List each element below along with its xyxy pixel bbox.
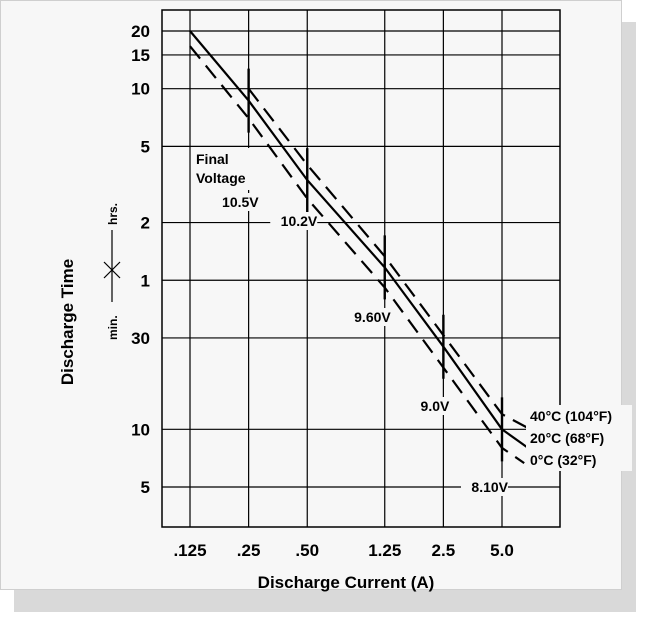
x-tick-label: 1.25 <box>368 541 401 560</box>
chart-panel <box>0 0 622 590</box>
voltage-markers: 10.5V 10.2V 9.60V 9.0V 8.10V Final Voltage <box>193 68 509 496</box>
x-tick-label: .50 <box>295 541 319 560</box>
grid <box>162 10 560 527</box>
y-tick-label: 20 <box>131 22 150 41</box>
voltage-marker-label: 8.10V <box>471 479 508 495</box>
x-tick-label: .25 <box>237 541 261 560</box>
plot-frame <box>161 9 561 528</box>
voltage-marker-label: 10.5V <box>222 194 259 210</box>
x-tick-label: .125 <box>173 541 206 560</box>
y-tick-label: 5 <box>141 478 150 497</box>
x-axis-title: Discharge Current (A) <box>258 573 435 592</box>
x-tick-label: 2.5 <box>432 541 456 560</box>
y-tick-labels: 5 10 30 1 2 5 10 15 20 <box>131 22 150 497</box>
voltage-marker-label: 10.2V <box>281 213 318 229</box>
final-voltage-title-line: Final <box>196 151 229 167</box>
unit-label-hrs: hrs. <box>106 203 120 225</box>
x-tick-label: 5.0 <box>490 541 514 560</box>
unit-label-min: min. <box>106 315 120 340</box>
legend: 40°C (104°F) 20°C (68°F) 0°C (32°F) <box>526 405 632 471</box>
y-tick-label: 15 <box>131 46 150 65</box>
y-tick-label: 1 <box>141 271 150 290</box>
legend-entry: 0°C (32°F) <box>530 452 596 468</box>
y-axis-title: Discharge Time <box>58 259 77 385</box>
series-line-0 <box>247 88 532 431</box>
voltage-marker-label: 9.0V <box>421 398 450 414</box>
y-unit-indicator: hrs. min. <box>100 190 124 346</box>
y-tick-label: 30 <box>131 329 150 348</box>
x-tick-labels: .125 .25 .50 1.25 2.5 5.0 <box>173 541 513 560</box>
y-tick-label: 10 <box>131 420 150 439</box>
series-lines <box>189 30 532 465</box>
final-voltage-title-line: Voltage <box>196 170 246 186</box>
series-line-1 <box>189 30 529 449</box>
y-tick-label: 10 <box>131 80 150 99</box>
series-line-2 <box>189 45 525 465</box>
unit-cross-b <box>103 261 121 279</box>
legend-entry: 20°C (68°F) <box>530 430 604 446</box>
legend-entry: 40°C (104°F) <box>530 408 612 424</box>
voltage-marker-label: 9.60V <box>354 309 391 325</box>
y-tick-label: 2 <box>141 214 150 233</box>
y-tick-label: 5 <box>141 137 150 156</box>
